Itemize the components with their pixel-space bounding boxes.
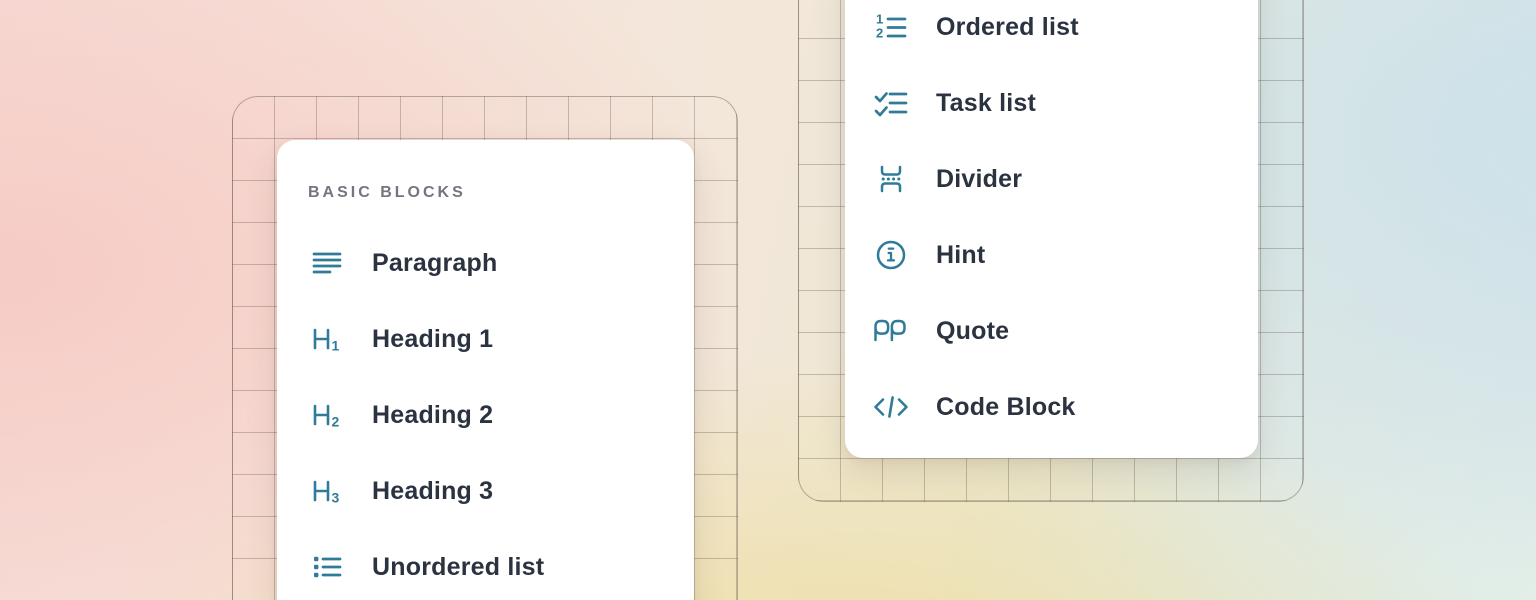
menu-item-heading-2[interactable]: 2 Heading 2 xyxy=(308,377,694,453)
heading-3-icon: 3 xyxy=(308,474,346,508)
unordered-list-icon xyxy=(308,550,346,584)
menu-item-code-block[interactable]: Code Block xyxy=(872,369,1258,445)
menu-item-label: Hint xyxy=(936,240,986,269)
paragraph-icon xyxy=(308,246,346,280)
menu-items-left: Paragraph 1 Heading 1 2 xyxy=(308,225,694,600)
menu-item-quote[interactable]: Quote xyxy=(872,293,1258,369)
menu-item-unordered-list[interactable]: Unordered list xyxy=(308,529,694,600)
menu-item-heading-3[interactable]: 3 Heading 3 xyxy=(308,453,694,529)
basic-blocks-menu-panel: BASIC BLOCKS Paragraph 1 Heading 1 xyxy=(277,140,694,600)
divider-icon xyxy=(872,162,910,196)
menu-item-label: Heading 1 xyxy=(372,324,494,353)
menu-item-label: Divider xyxy=(936,164,1023,193)
ordered-list-icon: 1 2 xyxy=(872,10,910,44)
menu-item-label: Code Block xyxy=(936,392,1076,421)
menu-item-label: Unordered list xyxy=(372,552,545,581)
menu-item-label: Heading 2 xyxy=(372,400,494,429)
menu-item-heading-1[interactable]: 1 Heading 1 xyxy=(308,301,694,377)
menu-item-ordered-list[interactable]: 1 2 Ordered list xyxy=(872,0,1258,65)
svg-text:3: 3 xyxy=(332,490,340,506)
section-header-basic-blocks: BASIC BLOCKS xyxy=(308,184,466,201)
menu-item-hint[interactable]: Hint xyxy=(872,217,1258,293)
svg-text:2: 2 xyxy=(332,414,340,430)
svg-text:1: 1 xyxy=(876,12,883,27)
menu-item-label: Quote xyxy=(936,316,1010,345)
task-list-icon xyxy=(872,86,910,120)
heading-2-icon: 2 xyxy=(308,398,346,432)
heading-1-icon: 1 xyxy=(308,322,346,356)
hint-icon xyxy=(872,238,910,272)
svg-text:2: 2 xyxy=(876,26,883,41)
blocks-menu-panel-continued: 1 2 Ordered list Task list xyxy=(845,0,1258,458)
menu-item-task-list[interactable]: Task list xyxy=(872,65,1258,141)
menu-item-divider[interactable]: Divider xyxy=(872,141,1258,217)
menu-item-label: Ordered list xyxy=(936,12,1079,41)
svg-text:1: 1 xyxy=(332,338,340,354)
menu-item-label: Heading 3 xyxy=(372,476,494,505)
code-block-icon xyxy=(872,390,910,424)
menu-items-right: 1 2 Ordered list Task list xyxy=(872,0,1258,445)
menu-item-label: Paragraph xyxy=(372,248,498,277)
menu-item-label: Task list xyxy=(936,88,1036,117)
quote-icon xyxy=(872,314,910,348)
menu-item-paragraph[interactable]: Paragraph xyxy=(308,225,694,301)
